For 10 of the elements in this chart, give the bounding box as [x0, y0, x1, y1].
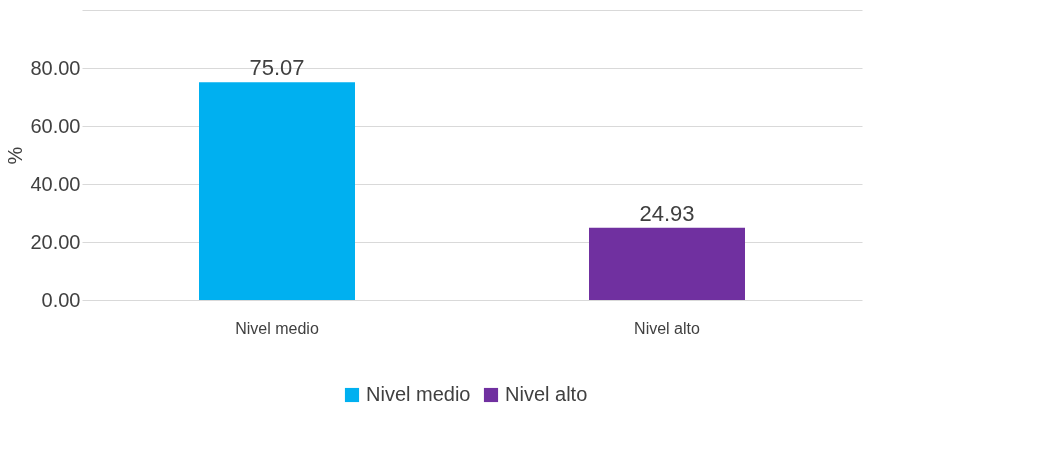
data-label: 24.93	[639, 200, 695, 226]
y-tick-label: 40.00	[30, 172, 81, 195]
y-axis-title: %	[4, 146, 27, 165]
y-tick-label: 20.00	[30, 230, 81, 253]
legend-label: Nivel alto	[505, 383, 588, 405]
data-label: 75.07	[249, 55, 305, 81]
y-tick-label: 0.00	[41, 288, 81, 311]
y-tick-label: 80.00	[30, 56, 81, 79]
y-tick-label: 60.00	[30, 114, 81, 137]
legend-label: Nivel medio	[366, 383, 471, 405]
